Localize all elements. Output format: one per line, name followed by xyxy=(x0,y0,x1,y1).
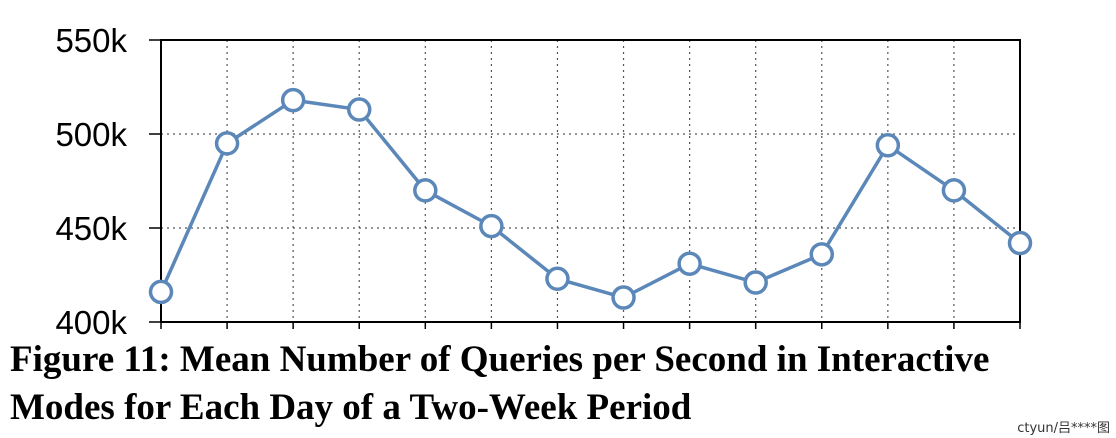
series-line-path xyxy=(159,98,1022,300)
caption-line-2: Modes for Each Day of a Two-Week Period xyxy=(10,387,692,428)
data-point xyxy=(413,178,438,203)
axis-ticks xyxy=(149,39,1021,329)
figure-caption: Figure 11: Mean Number of Queries per Se… xyxy=(10,336,1110,432)
plot-frame xyxy=(160,39,1021,323)
y-tick-labels: 400k 450k 500k 550k xyxy=(55,22,127,341)
y-tick-label: 450k xyxy=(55,210,127,247)
data-point xyxy=(611,285,636,310)
y-tick-label: 400k xyxy=(55,304,127,341)
data-point xyxy=(677,251,702,276)
data-point xyxy=(545,266,570,292)
data-points xyxy=(148,87,1033,310)
data-point xyxy=(1007,230,1033,256)
data-point xyxy=(875,133,901,158)
data-point xyxy=(148,279,174,305)
line-chart: 400k 450k 500k 550k xyxy=(55,22,1033,341)
data-point xyxy=(346,97,372,122)
data-point xyxy=(743,270,768,295)
data-point xyxy=(280,87,306,113)
data-point xyxy=(941,178,967,203)
y-tick-label: 500k xyxy=(55,116,127,153)
watermark: ctyun/吕****图 xyxy=(1017,421,1110,436)
data-point xyxy=(214,131,240,156)
series-line xyxy=(159,98,1022,300)
data-point xyxy=(479,213,504,239)
y-tick-label: 550k xyxy=(55,22,127,59)
grid-lines xyxy=(161,40,1020,322)
caption-line-1: Figure 11: Mean Number of Queries per Se… xyxy=(10,339,990,380)
data-point xyxy=(809,242,835,267)
